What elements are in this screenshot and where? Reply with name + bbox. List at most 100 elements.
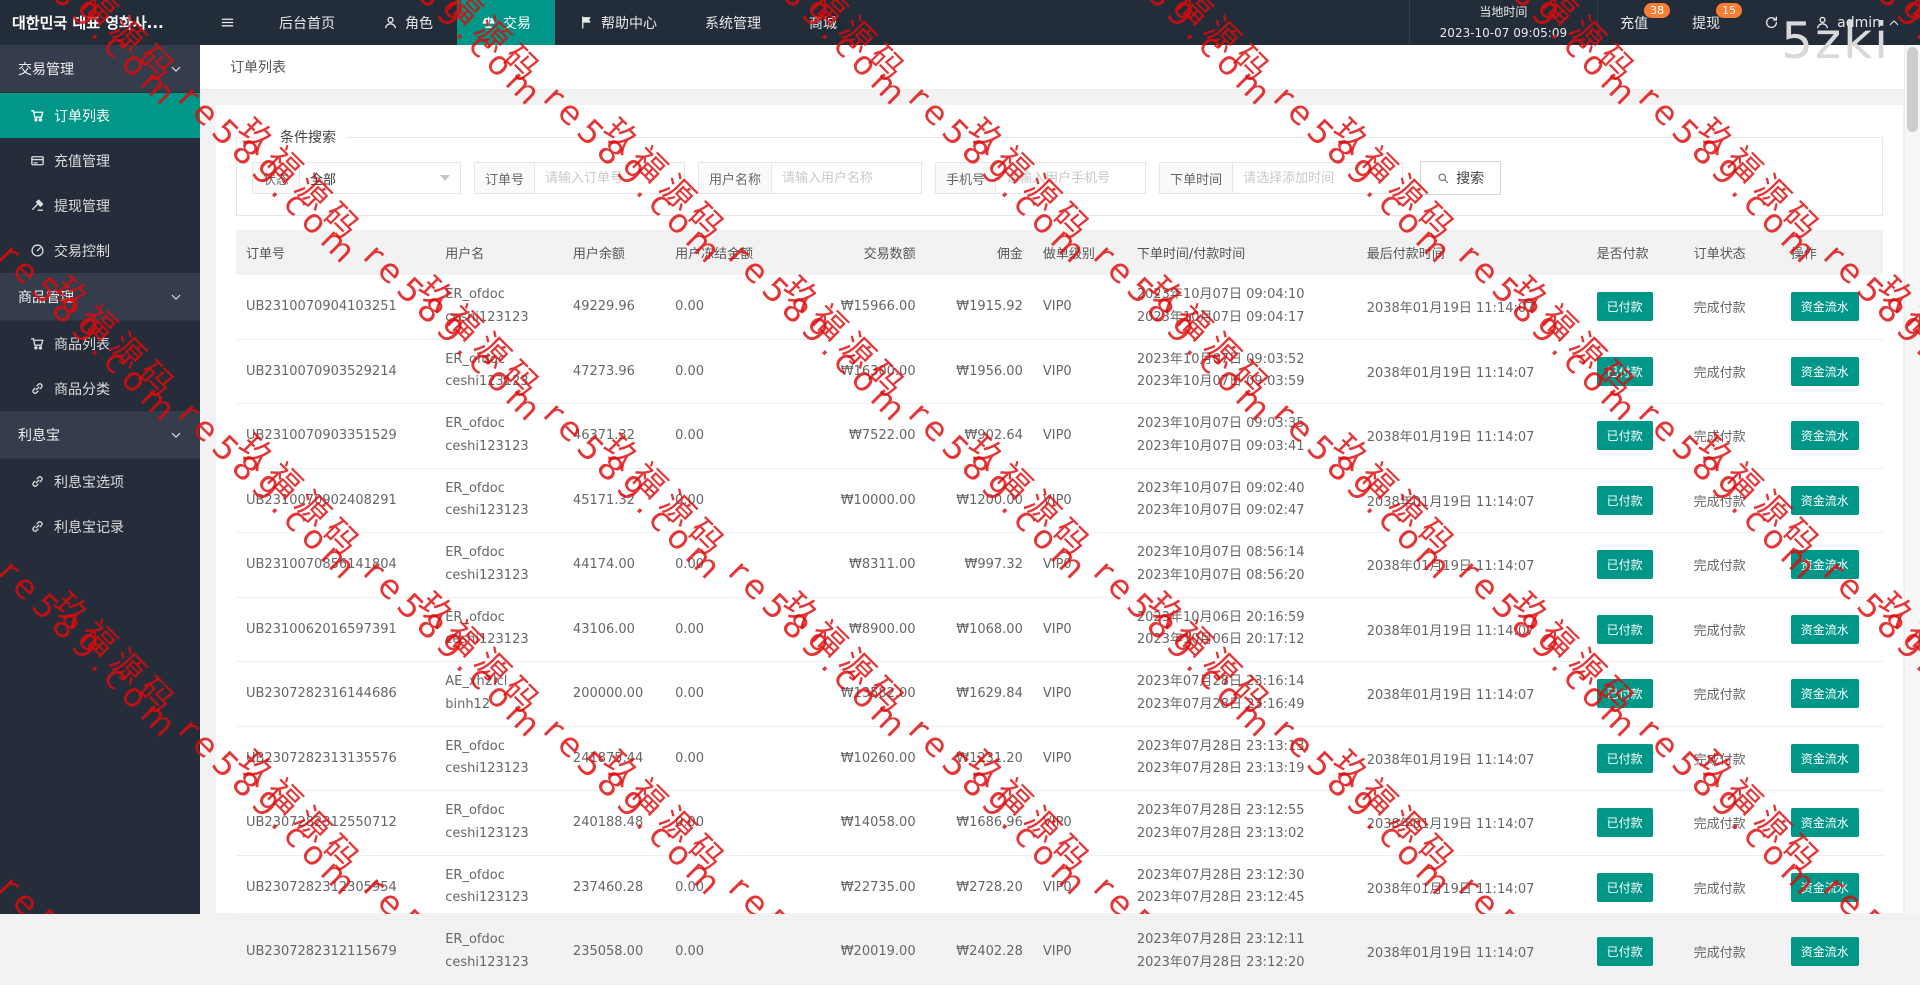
link-icon	[30, 474, 45, 489]
cell-action: 资金流水	[1780, 403, 1883, 469]
cell-times: 2023年10月07日 08:56:14 2023年10月07日 08:56:20	[1126, 532, 1357, 598]
content-card: 条件搜索 状态 全部 订单号 用户名称 手	[215, 104, 1904, 985]
fund-flow-button[interactable]: 资金流水	[1790, 937, 1859, 967]
recharge-button[interactable]: 充值 38	[1598, 0, 1671, 45]
refresh-button[interactable]	[1742, 0, 1801, 45]
nav-item[interactable]: 角色	[359, 0, 457, 45]
table-row: UB2310070904103251 ER_ofdoc ceshi123123 492…	[236, 275, 1883, 340]
cell-user: ER_ofdoc ceshi123123	[435, 919, 563, 985]
sidebar-item[interactable]: 利息宝选项	[0, 459, 200, 504]
paid-badge[interactable]: 已付款	[1596, 292, 1653, 322]
nav-item[interactable]: 系统管理	[681, 0, 785, 45]
paid-badge[interactable]: 已付款	[1596, 937, 1653, 967]
cell-action: 资金流水	[1780, 597, 1883, 662]
cell-line: 2023年10月07日 09:03:35	[1136, 416, 1305, 431]
cell-status: 完成付款	[1683, 275, 1781, 340]
sidebar-item[interactable]: 提现管理	[0, 183, 200, 228]
cell-level: VIP0	[1032, 661, 1127, 727]
table-row: UB2307282312115679 ER_ofdoc ceshi123123 235…	[236, 919, 1883, 985]
cell-paid: 已付款	[1586, 855, 1684, 920]
username-filter: 用户名称	[698, 162, 923, 194]
paid-badge[interactable]: 已付款	[1596, 679, 1653, 709]
fund-flow-button[interactable]: 资金流水	[1790, 292, 1859, 322]
nav-item[interactable]: 交易	[457, 0, 555, 45]
nav-item[interactable]: 帮助中心	[555, 0, 681, 45]
cell-line: ER_ofdoc	[445, 351, 505, 367]
user-icon	[1815, 15, 1830, 30]
fund-flow-button[interactable]: 资金流水	[1790, 679, 1859, 709]
scrollbar-thumb[interactable]	[1907, 47, 1918, 132]
paid-badge[interactable]: 已付款	[1596, 356, 1653, 386]
phone-input[interactable]	[996, 162, 1147, 194]
column-header-times: 下单时间/付款时间	[1126, 230, 1357, 275]
cell-user: AE_xh2lcl binh12	[435, 661, 563, 727]
chevron-up-icon	[1888, 17, 1900, 29]
sidebar-item[interactable]: 利息宝记录	[0, 504, 200, 549]
phone-label: 手机号	[935, 162, 997, 194]
nav-item[interactable]: 后台首页	[255, 0, 359, 45]
cell-order_no: UB2310062016597391	[236, 597, 436, 662]
cell-line: ER_ofdoc	[445, 545, 505, 560]
cell-paid: 已付款	[1586, 597, 1684, 662]
cell-level: VIP0	[1032, 403, 1127, 469]
cell-status: 完成付款	[1683, 468, 1781, 533]
fund-flow-button[interactable]: 资金流水	[1790, 808, 1859, 838]
sidebar-toggle-button[interactable]	[200, 0, 255, 45]
fund-flow-button[interactable]: 资金流水	[1790, 550, 1859, 580]
admin-menu[interactable]: admin	[1801, 0, 1920, 45]
nav-item-label: 帮助中心	[601, 15, 657, 32]
cell-order_no: UB2310070904103251	[236, 275, 436, 340]
withdraw-button[interactable]: 提现 15	[1670, 0, 1743, 45]
sidebar-item[interactable]: 订单列表	[0, 93, 200, 138]
paid-badge[interactable]: 已付款	[1596, 808, 1653, 838]
fund-flow-button[interactable]: 资金流水	[1790, 743, 1859, 773]
cell-balance: 235058.00	[562, 919, 666, 985]
paid-badge[interactable]: 已付款	[1596, 614, 1653, 644]
cell-paid: 已付款	[1586, 661, 1684, 727]
status-select[interactable]: 全部	[300, 162, 462, 194]
nav-item-label: 角色	[405, 15, 433, 32]
sidebar-item-label: 利息宝记录	[54, 519, 124, 536]
fund-flow-button[interactable]: 资金流水	[1790, 872, 1859, 902]
fund-flow-button[interactable]: 资金流水	[1790, 356, 1859, 386]
username-input[interactable]	[772, 162, 923, 194]
nav-item[interactable]: 商城	[785, 0, 861, 45]
paid-badge[interactable]: 已付款	[1596, 485, 1653, 515]
cell-commission: ₩902.64	[925, 403, 1033, 469]
sidebar-item[interactable]: 商品列表	[0, 321, 200, 366]
order-time-input[interactable]	[1233, 162, 1404, 194]
sidebar-item[interactable]: 商品分类	[0, 366, 200, 411]
sidebar-item[interactable]: 交易控制	[0, 228, 200, 273]
cell-order_no: UB2307282313135576	[236, 726, 436, 791]
paid-badge[interactable]: 已付款	[1596, 421, 1653, 451]
cell-commission: ₩1200.00	[925, 468, 1033, 533]
fund-flow-button[interactable]: 资金流水	[1790, 421, 1859, 451]
cell-line: 2023年10月07日 08:56:20	[1136, 567, 1305, 583]
table-row: UB2310070903351529 ER_ofdoc ceshi123123 463…	[236, 403, 1883, 469]
column-header-frozen: 用户冻结金额	[665, 230, 809, 275]
sidebar-section[interactable]: 商品管理	[0, 273, 200, 321]
cell-status: 完成付款	[1683, 597, 1781, 662]
chevron-down-icon	[170, 291, 182, 303]
paid-badge[interactable]: 已付款	[1596, 550, 1653, 580]
cell-line: 2023年07月28日 23:12:20	[1136, 954, 1305, 970]
sidebar-item[interactable]: 充值管理	[0, 138, 200, 183]
order-no-input[interactable]	[535, 162, 686, 194]
sidebar-section[interactable]: 交易管理	[0, 45, 200, 93]
paid-badge[interactable]: 已付款	[1596, 743, 1653, 773]
cell-line: ceshi123123	[445, 761, 529, 777]
cell-line: ER_ofdoc	[445, 609, 505, 625]
recharge-badge: 38	[1644, 3, 1671, 18]
search-button[interactable]: 搜索	[1420, 161, 1502, 195]
sidebar-section[interactable]: 利息宝	[0, 411, 200, 459]
cell-action: 资金流水	[1780, 661, 1883, 727]
table-row: UB2310070903529214 ER_ofdoc ceshi123123 472…	[236, 339, 1883, 404]
link-icon	[30, 519, 45, 534]
paid-badge[interactable]: 已付款	[1596, 872, 1653, 902]
vertical-scrollbar[interactable]	[1904, 45, 1920, 914]
gavel-icon	[30, 198, 45, 213]
fund-flow-button[interactable]: 资金流水	[1790, 485, 1859, 515]
cell-balance: 237460.28	[562, 855, 666, 920]
table-row: UB2310070856141804 ER_ofdoc ceshi123123 441…	[236, 532, 1883, 598]
fund-flow-button[interactable]: 资金流水	[1790, 614, 1859, 644]
